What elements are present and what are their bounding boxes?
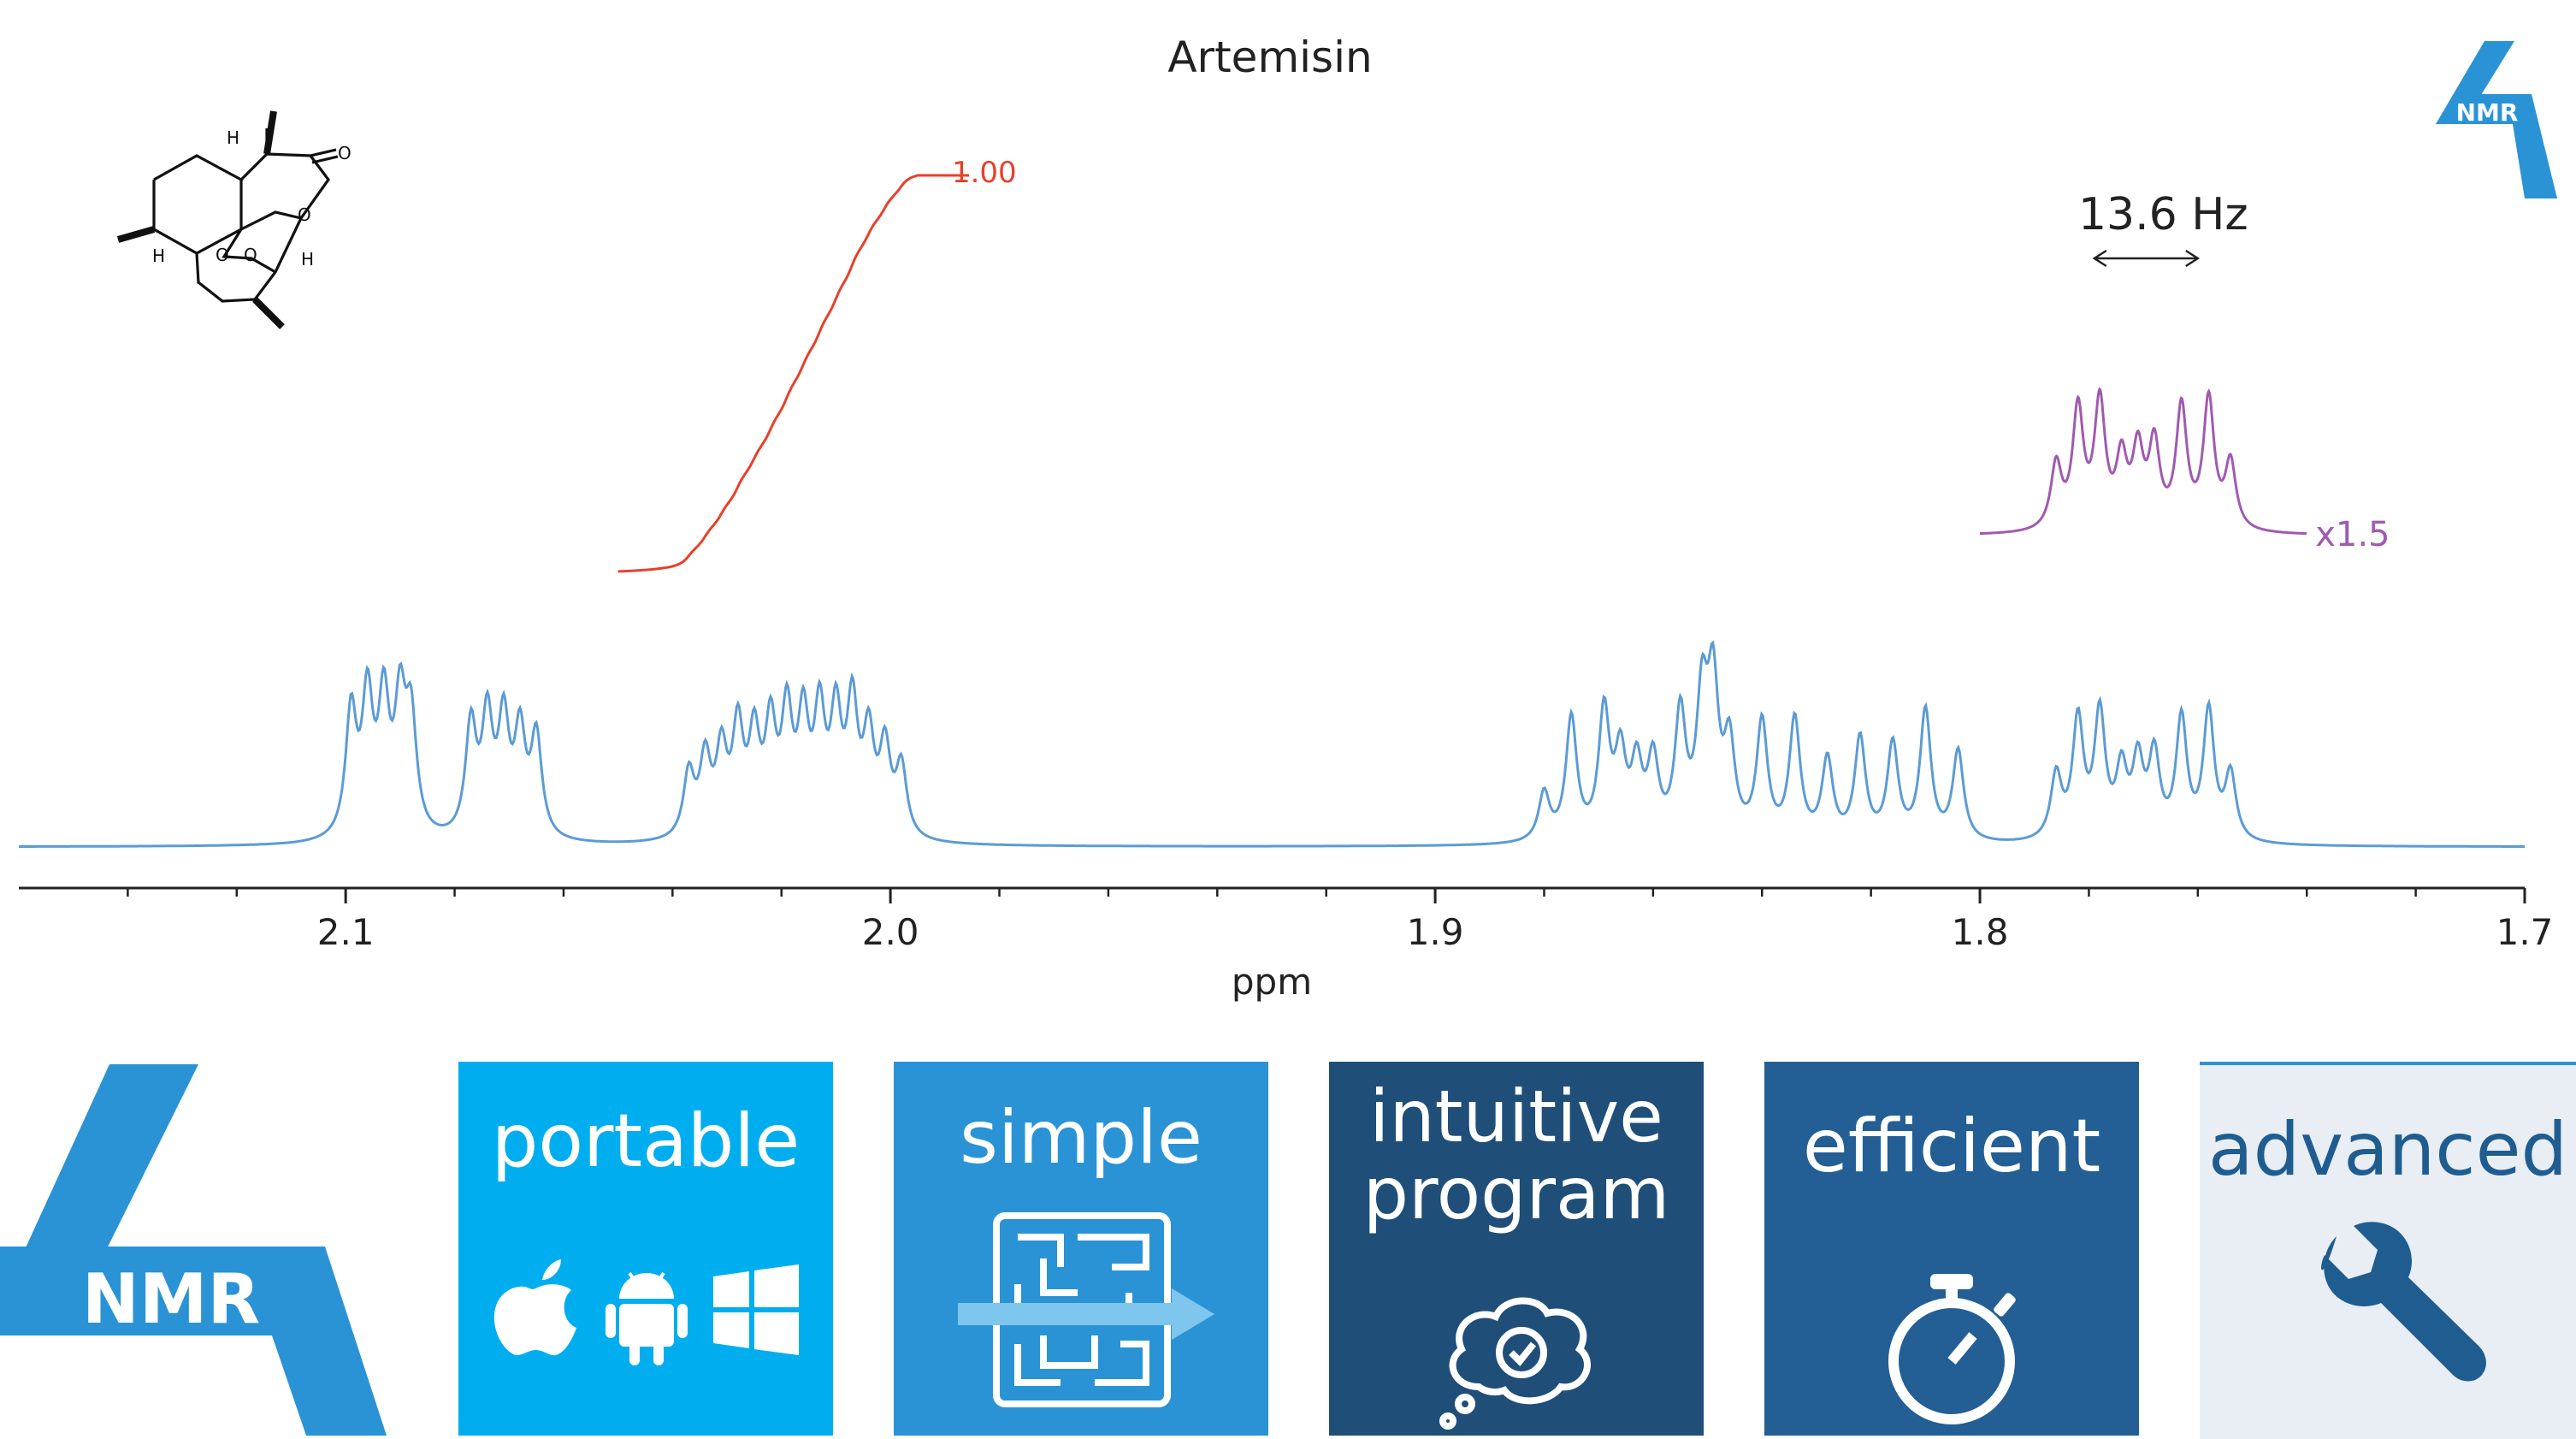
svg-text:H: H — [227, 127, 239, 148]
x-tick-label: 2.1 — [317, 911, 375, 953]
molecule-structure — [116, 110, 339, 329]
integral-label: 1.00 — [952, 156, 1017, 190]
x-tick-label: 1.8 — [1952, 911, 2009, 953]
chart-title: Artemisin — [1167, 33, 1372, 82]
svg-text:H: H — [301, 249, 314, 269]
x-tick-label: 1.7 — [2496, 911, 2554, 953]
apple-icon — [493, 1259, 576, 1356]
spectrum-chart: Artemisin NMR H O O H H O O 1.00 x1.5 — [19, 33, 2557, 1003]
x-axis-ticks: 2.1 2.0 1.9 1.8 1.7 — [127, 888, 2553, 953]
tile-simple[interactable]: simple — [894, 1062, 1268, 1436]
tile-portable-label: portable — [491, 1098, 801, 1184]
x-tick-label: 1.9 — [1407, 911, 1464, 953]
coupling-constant-label: 13.6 Hz — [2078, 189, 2248, 240]
corner-logo-text: NMR — [2456, 98, 2519, 127]
integral-curve — [617, 174, 969, 573]
wrench-icon — [2321, 1222, 2486, 1382]
x-tick-label: 2.0 — [862, 911, 919, 953]
tile-advanced-label: advanced — [2207, 1107, 2568, 1193]
svg-text:O: O — [338, 143, 352, 163]
nmr-logo-text: NMR — [82, 1259, 260, 1339]
tile-portable[interactable]: portable — [458, 1062, 833, 1436]
windows-icon — [713, 1264, 799, 1355]
tile-intuitive-label-line1: intuitive — [1369, 1075, 1663, 1158]
tile-efficient[interactable]: efficient — [1764, 1062, 2139, 1436]
svg-text:O: O — [216, 245, 229, 265]
tile-simple-label: simple — [960, 1095, 1202, 1181]
molecule-atom-labels: H O O H H O O — [152, 127, 352, 269]
coupling-arrow — [2092, 249, 2201, 268]
maze-arrow-icon — [958, 1212, 1214, 1407]
x-axis-label: ppm — [1232, 961, 1312, 1003]
tile-intuitive-program[interactable]: intuitive program — [1329, 1062, 1704, 1436]
expanded-scale-label: x1.5 — [2315, 515, 2390, 554]
nmr-logo: NMR — [0, 1064, 387, 1436]
tile-efficient-label: efficient — [1802, 1104, 2101, 1189]
svg-text:H: H — [152, 246, 165, 266]
stopwatch-icon — [1888, 1274, 2016, 1424]
platform-icons — [493, 1259, 799, 1365]
corner-nmr-logo: NMR — [2436, 41, 2557, 198]
thought-check-icon — [1439, 1297, 1591, 1430]
expanded-multiplet-line — [1980, 387, 2307, 536]
android-icon — [606, 1271, 688, 1365]
tile-advanced[interactable]: advanced — [2200, 1062, 2576, 1439]
svg-text:O: O — [244, 245, 257, 265]
svg-text:O: O — [298, 204, 311, 225]
spectrum-series-line — [19, 640, 2525, 848]
tile-intuitive-label-line2: program — [1362, 1152, 1670, 1235]
